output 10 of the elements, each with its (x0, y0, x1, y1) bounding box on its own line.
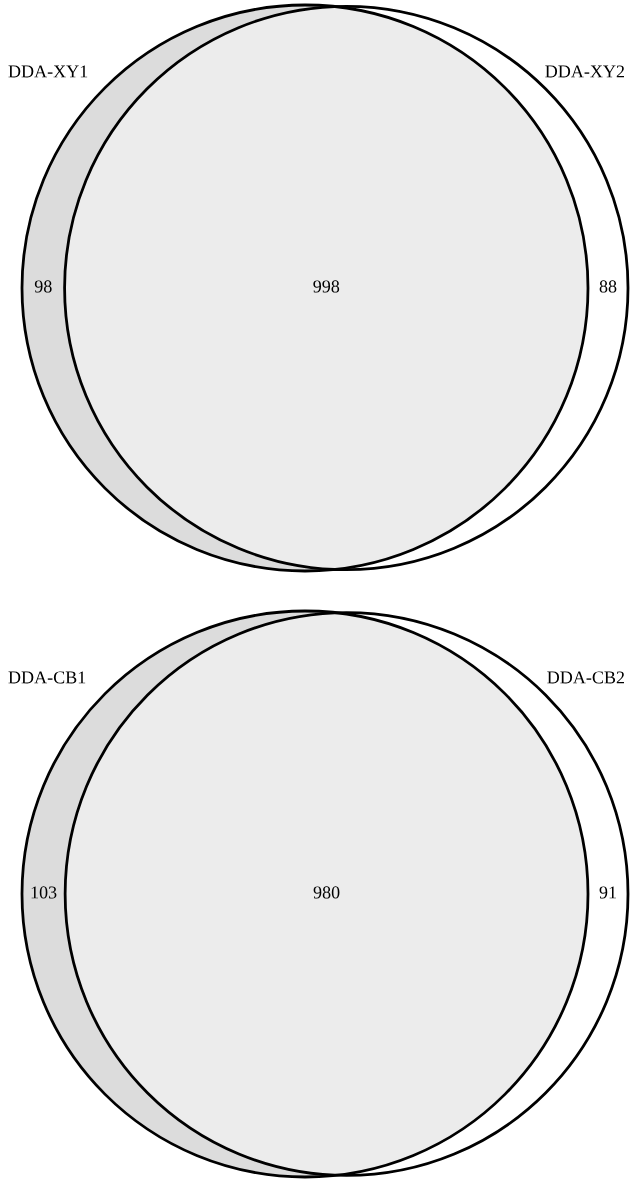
text: DDA-CB2 (547, 671, 624, 684)
data-label: 998 (313, 280, 340, 293)
text: DDA-XY1 (8, 65, 88, 78)
data-label: 103 (31, 886, 57, 899)
text: DDA-XY2 (545, 65, 624, 78)
data-label: 980 (313, 886, 340, 899)
data-label: 88 (599, 280, 617, 293)
data-label: 98 (34, 280, 52, 293)
text: DDA-CB1 (8, 671, 86, 684)
data-label: 91 (599, 886, 616, 899)
